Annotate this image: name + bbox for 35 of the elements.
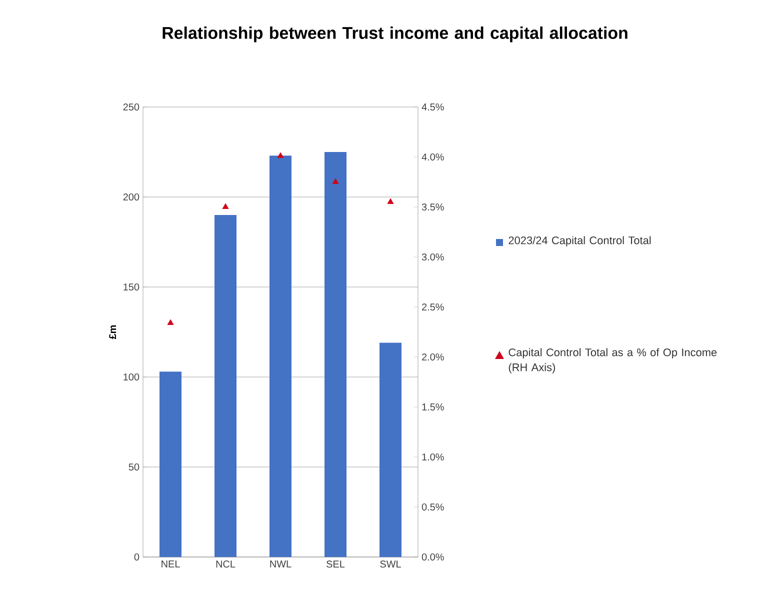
y2-tick-label: 1.5% [422,403,444,410]
bar [214,214,236,557]
y2-tick-label: 0.0% [422,553,444,561]
y-tick-label: 50 [128,463,140,471]
legend-label: 2023/24 Capital Control Total [508,236,651,246]
legend-label: Capital Control Total as a % of Op Income (RH Axis) [508,348,717,374]
chart-title: Relationship between Trust income and capital allocation [162,26,628,42]
point [222,203,229,209]
x-tick-label: SWL [380,560,401,568]
y-tick-label: 0 [134,553,140,561]
bar [324,152,346,557]
y-tick-label: 100 [124,373,140,381]
y2-tick-label: 1.0% [422,453,444,461]
y-axis-title: £m [109,325,116,340]
bar [270,156,292,557]
point [387,198,394,204]
y2-tick-label: 2.0% [422,353,444,361]
y2-tick-label: 4.5% [422,103,444,110]
point [167,319,174,325]
y-tick-label: 200 [123,193,140,201]
y2-tick-label: 3.5% [422,203,444,211]
point [277,152,284,158]
bar [379,342,402,557]
y2-tick-label: 3.0% [422,253,444,261]
x-tick-label: SEL [326,560,345,568]
point [332,178,339,184]
x-tick-label: NWL [270,560,292,568]
y2-tick-label: 0.5% [422,503,444,511]
y-tick-label: 150 [124,283,140,291]
bar [160,372,182,557]
y2-tick-label: 4.0% [422,153,444,161]
x-tick-label: NCL [216,560,236,568]
x-tick-label: NEL [162,560,180,568]
y2-tick-label: 2.5% [422,303,444,311]
y-tick-label: 250 [123,103,140,111]
